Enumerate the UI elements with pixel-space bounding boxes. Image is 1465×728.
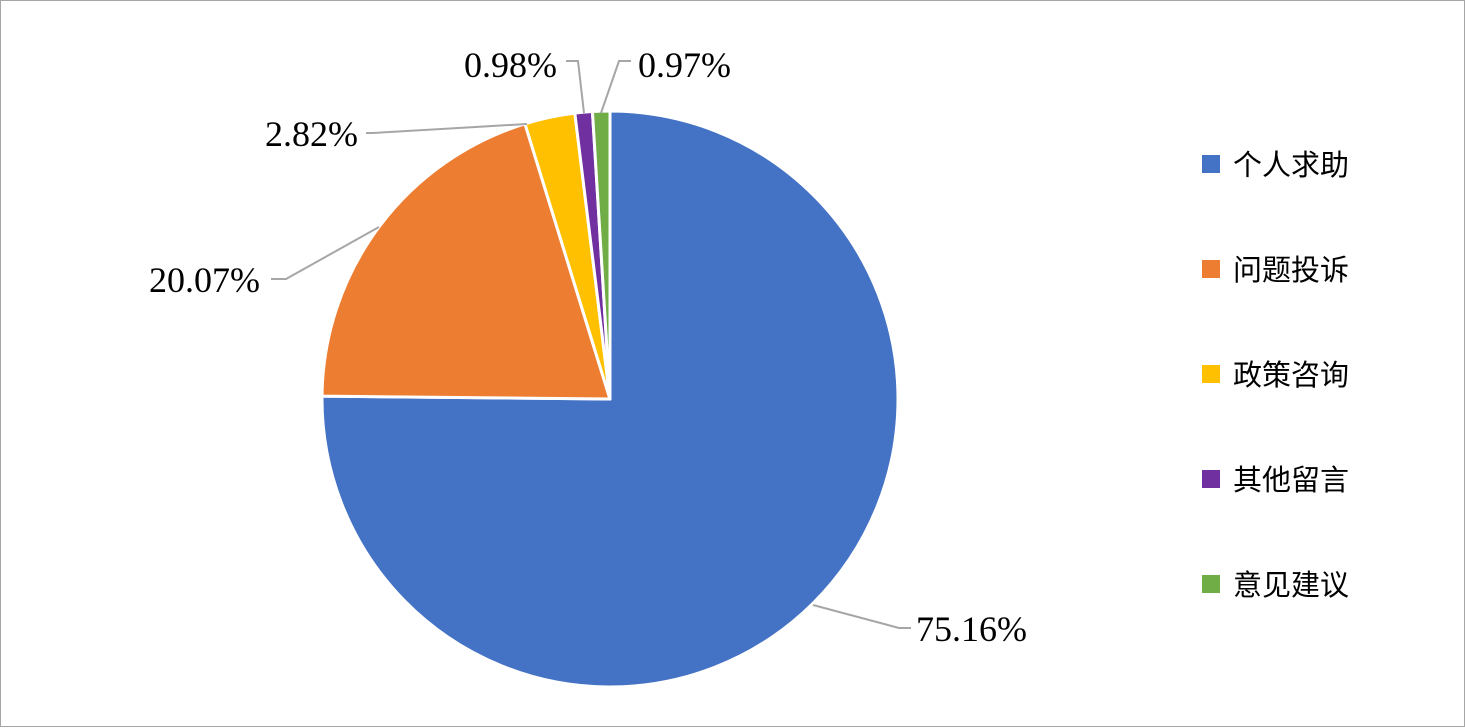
- legend-label-policy-inquiry: 政策咨询: [1233, 358, 1349, 392]
- legend-label-other-message: 其他留言: [1233, 463, 1349, 497]
- legend-label-personal-help: 个人求助: [1233, 148, 1349, 182]
- data-label-policy-inquiry: 2.82%: [265, 114, 358, 154]
- legend-swatch-policy-inquiry: [1202, 365, 1220, 383]
- data-label-other-message: 0.98%: [464, 45, 557, 85]
- legend-swatch-personal-help: [1202, 155, 1220, 173]
- leader-line-other-message: [566, 60, 585, 114]
- leader-line-suggestion: [600, 60, 631, 114]
- pie-slice-complaint: [320, 122, 612, 401]
- data-label-personal-help: 75.16%: [916, 609, 1027, 649]
- legend-swatch-suggestion: [1202, 575, 1220, 593]
- legend-label-complaint: 问题投诉: [1233, 253, 1349, 287]
- data-label-complaint: 20.07%: [149, 260, 260, 300]
- leader-line-policy-inquiry: [366, 123, 528, 134]
- leader-line-complaint: [271, 226, 380, 280]
- pie-slice-personal-help: [320, 109, 900, 689]
- legend-swatch-complaint: [1202, 260, 1220, 278]
- legend-label-suggestion: 意见建议: [1233, 568, 1349, 602]
- leader-line-personal-help: [812, 604, 911, 629]
- legend-swatch-other-message: [1202, 470, 1220, 488]
- data-label-suggestion: 0.97%: [638, 45, 731, 85]
